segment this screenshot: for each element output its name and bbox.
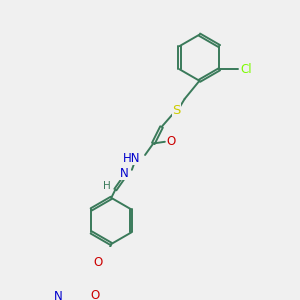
Text: N: N [54, 290, 63, 300]
Text: HN: HN [123, 152, 140, 165]
Text: O: O [94, 256, 103, 268]
Text: O: O [90, 289, 99, 300]
Text: N: N [120, 167, 129, 180]
Text: S: S [172, 104, 181, 117]
Text: H: H [103, 181, 111, 191]
Text: O: O [167, 135, 176, 148]
Text: Cl: Cl [240, 63, 252, 76]
